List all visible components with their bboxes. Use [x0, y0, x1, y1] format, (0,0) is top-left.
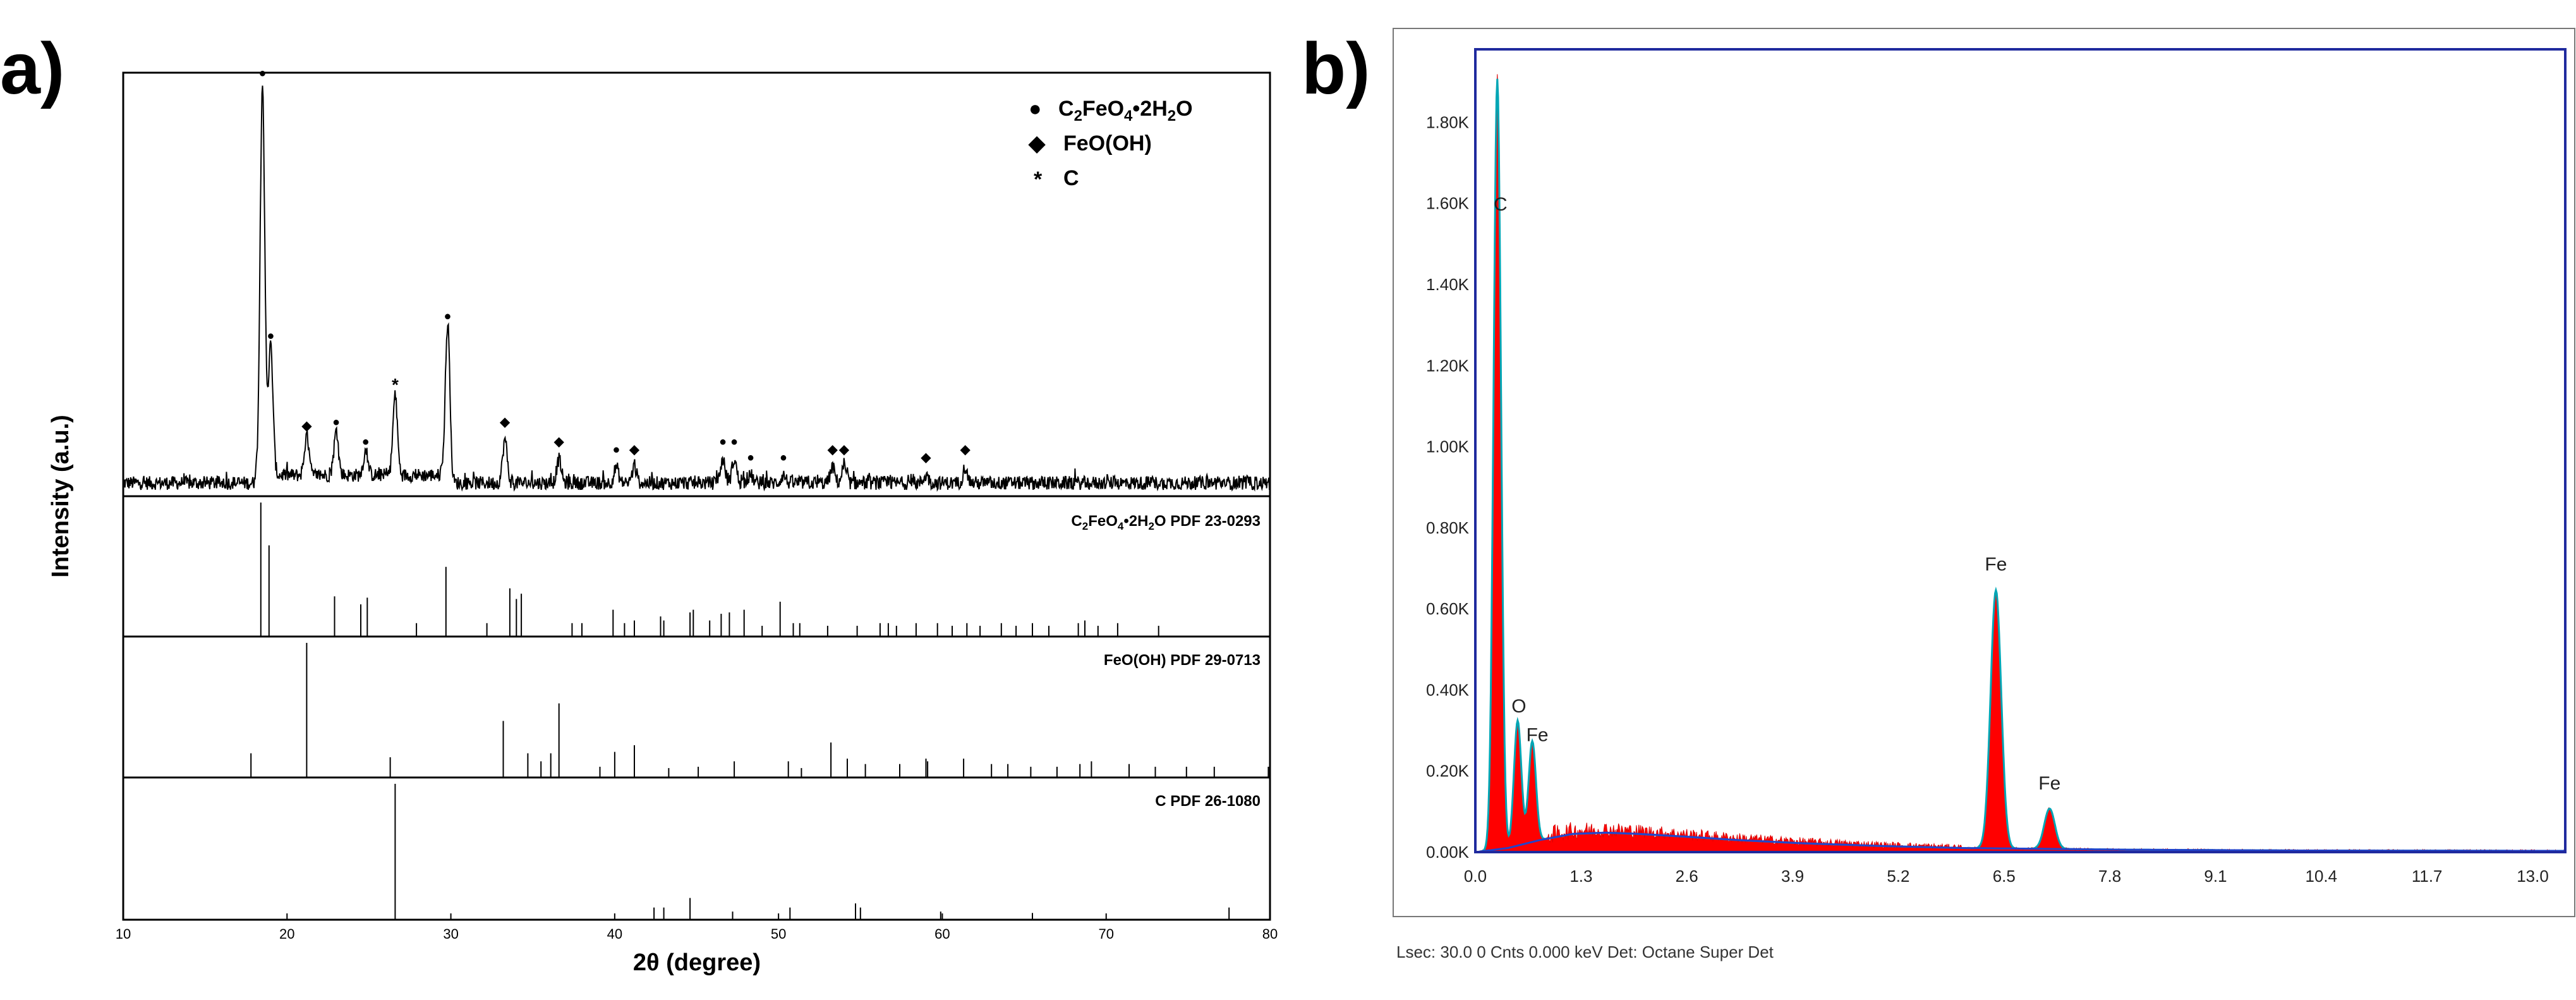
xrd-peak-marker: ◆ — [960, 442, 971, 456]
eds-fit-line — [1479, 78, 2565, 853]
xrd-x-tick-label: 20 — [279, 926, 294, 942]
eds-x-tick-label: 10.4 — [2305, 867, 2337, 886]
eds-x-ticks: 0.0 1.3 2.6 3.9 5.2 6.5 7.8 9.1 10.4 11.7 13.0 — [1464, 867, 2549, 886]
eds-y-tick-label: 0.80K — [1426, 518, 1470, 537]
eds-background-line — [1479, 831, 2565, 853]
eds-y-tick-label: 1.80K — [1426, 113, 1470, 132]
eds-x-tick-label: 7.8 — [2098, 867, 2121, 886]
xrd-peak-marker: ● — [258, 66, 266, 80]
xrd-peak-marker: ◆ — [838, 442, 849, 456]
xrd-peak-marker: ● — [444, 310, 451, 324]
xrd-peak-marker: * — [392, 375, 399, 394]
xrd-peak-marker: ◆ — [301, 419, 312, 433]
xrd-peak-markers: ●●◆ ●●*●◆◆● ◆● ●● ●◆ ◆◆◆ — [258, 66, 971, 465]
ref-title-oxalate: C2FeO4•2H2O PDF 23-0293 — [1071, 513, 1261, 532]
xrd-peak-marker: ● — [730, 435, 738, 449]
legend-marker-1: ● — [1029, 97, 1042, 121]
xrd-y-axis-label: Intensity (a.u.) — [47, 415, 74, 578]
eds-x-tick-label: 0.0 — [1464, 867, 1487, 886]
legend-label-c: C — [1063, 166, 1079, 190]
xrd-peak-marker: ◆ — [553, 435, 564, 449]
eds-y-tick-label: 0.00K — [1426, 843, 1470, 862]
xrd-peak-marker: ● — [362, 435, 370, 449]
panel-b-label: b) — [1302, 28, 1370, 109]
eds-footer: Lsec: 30.0 0 Cnts 0.000 keV Det: Octane … — [1396, 942, 1774, 961]
ref-title-c: C PDF 26-1080 — [1155, 793, 1261, 810]
xrd-peak-marker: ● — [780, 451, 787, 465]
xrd-x-tick-label: 40 — [607, 926, 622, 942]
xrd-peak-marker: ◆ — [921, 451, 931, 465]
legend-label-oxalate: C2FeO4•2H2O — [1058, 97, 1193, 125]
eds-x-tick-label: 2.6 — [1676, 867, 1698, 886]
xrd-x-tick-label: 30 — [443, 926, 458, 942]
xrd-peak-marker: ● — [612, 442, 620, 456]
eds-x-tick-label: 3.9 — [1781, 867, 1804, 886]
xrd-pattern-line — [123, 85, 1271, 492]
eds-peak-label-fe: Fe — [1985, 554, 2007, 575]
xrd-x-tick-label: 10 — [116, 926, 131, 942]
xrd-x-tick-label: 70 — [1098, 926, 1113, 942]
eds-peak-label-fe: Fe — [2038, 773, 2060, 794]
eds-plot-frame — [1474, 48, 2567, 853]
reference-sticks — [250, 503, 1269, 920]
xrd-peak-marker: ◆ — [827, 442, 838, 456]
xrd-x-tick-label: 60 — [934, 926, 950, 942]
eds-y-tick-label: 0.20K — [1426, 762, 1470, 781]
legend-label-feooh: FeO(OH) — [1063, 131, 1152, 155]
eds-y-tick-label: 1.60K — [1426, 194, 1470, 213]
xrd-panel: a) ●●◆ ●●*●◆◆● ◆● ●● ●◆ ◆◆◆ ● C2FeO4•2H2O ◆ F… — [0, 28, 1278, 976]
eds-peak-label-o: O — [1511, 696, 1526, 717]
xrd-peak-marker: ● — [719, 435, 727, 449]
ref-title-feooh: FeO(OH) PDF 29-0713 — [1104, 652, 1261, 669]
xrd-x-tick-label: 50 — [771, 926, 786, 942]
eds-y-tick-label: 0.60K — [1426, 599, 1470, 618]
eds-x-tick-label: 9.1 — [2204, 867, 2227, 886]
eds-panel: b) 0.00K 0.20K 0.40K 0.60K 0.80K 1.00K 1.20K 1.… — [1302, 28, 2575, 961]
xrd-peak-marker: ◆ — [629, 442, 639, 456]
eds-spectrum-fill — [1478, 74, 2566, 853]
eds-y-tick-label: 1.20K — [1426, 356, 1470, 375]
eds-y-tick-label: 1.00K — [1426, 437, 1470, 456]
eds-x-tick-label: 5.2 — [1887, 867, 1909, 886]
eds-x-tick-label: 11.7 — [2412, 867, 2443, 886]
eds-y-tick-label: 0.40K — [1426, 680, 1470, 699]
eds-y-ticks: 0.00K 0.20K 0.40K 0.60K 0.80K 1.00K 1.20K 1.40K… — [1426, 113, 1470, 862]
xrd-x-tick-label: 80 — [1262, 926, 1278, 942]
xrd-peak-marker: ● — [267, 329, 274, 343]
panel-a-label: a) — [0, 28, 64, 109]
eds-peak-label-c: C — [1494, 194, 1508, 215]
eds-x-tick-label: 6.5 — [1993, 867, 2016, 886]
eds-outer-frame — [1393, 28, 2575, 917]
legend-marker-3: * — [1034, 168, 1043, 192]
legend-marker-2: ◆ — [1028, 131, 1046, 155]
xrd-legend: ● C2FeO4•2H2O ◆ FeO(OH) * C — [1028, 97, 1193, 192]
eds-x-tick-label: 1.3 — [1569, 867, 1592, 886]
xrd-peak-marker: ◆ — [499, 415, 510, 429]
xrd-peak-marker: ● — [332, 415, 340, 429]
eds-x-tick-label: 13.0 — [2517, 867, 2549, 886]
xrd-x-axis-label: 2θ (degree) — [633, 949, 761, 976]
xrd-peak-marker: ● — [747, 451, 754, 465]
eds-peak-label-fe: Fe — [1527, 725, 1549, 746]
xrd-x-ticks: 10 20 30 40 50 60 70 80 — [116, 913, 1278, 942]
eds-y-tick-label: 1.40K — [1426, 275, 1470, 294]
